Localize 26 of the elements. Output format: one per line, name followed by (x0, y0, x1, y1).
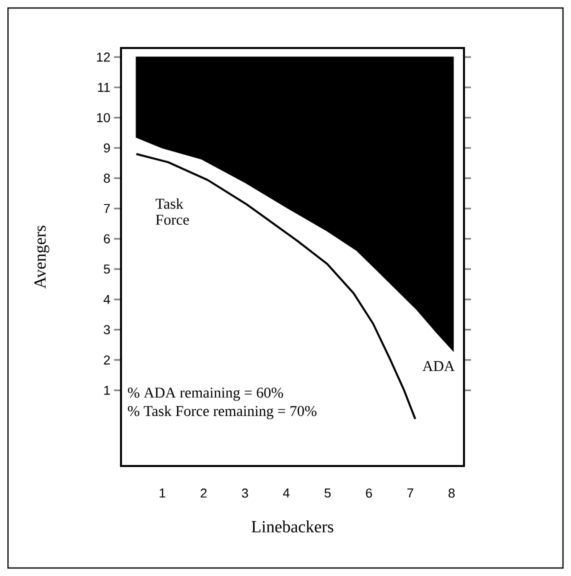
y-tick-label: 3 (104, 325, 110, 334)
x-tick-label: 1 (160, 488, 166, 498)
x-tick-label: 6 (366, 488, 372, 498)
x-tick-label: 3 (242, 488, 248, 498)
y-tick-label: 2 (104, 355, 110, 364)
y-tick-label: 9 (104, 143, 110, 153)
y-tick-label: 6 (104, 234, 110, 244)
y-tick-label: 5 (104, 264, 110, 274)
x-tick-label: 4 (282, 488, 290, 498)
y-tick-label: 1 (104, 386, 110, 395)
y-tick-label: 8 (104, 174, 110, 183)
x-tick-label: 8 (448, 488, 455, 498)
series-label: Task Force (156, 198, 189, 225)
x-tick-label: 2 (200, 488, 207, 498)
x-tick-label: 5 (324, 488, 331, 498)
y-tick-label: 12 (97, 52, 110, 62)
series-label: ADA (422, 361, 455, 371)
y-tick-label: 11 (98, 82, 110, 92)
y-tick-label: 10 (97, 113, 110, 122)
y-axis-title: Avengers (34, 226, 50, 289)
x-tick-label: 7 (407, 488, 414, 498)
y-tick-label: 7 (104, 204, 110, 213)
x-axis-title: Linebackers (252, 520, 334, 532)
annotation: % Task Force remaining = 70% (128, 406, 316, 420)
annotation: % ADA remaining = 60% (128, 388, 284, 401)
y-tick-label: 4 (104, 294, 110, 304)
